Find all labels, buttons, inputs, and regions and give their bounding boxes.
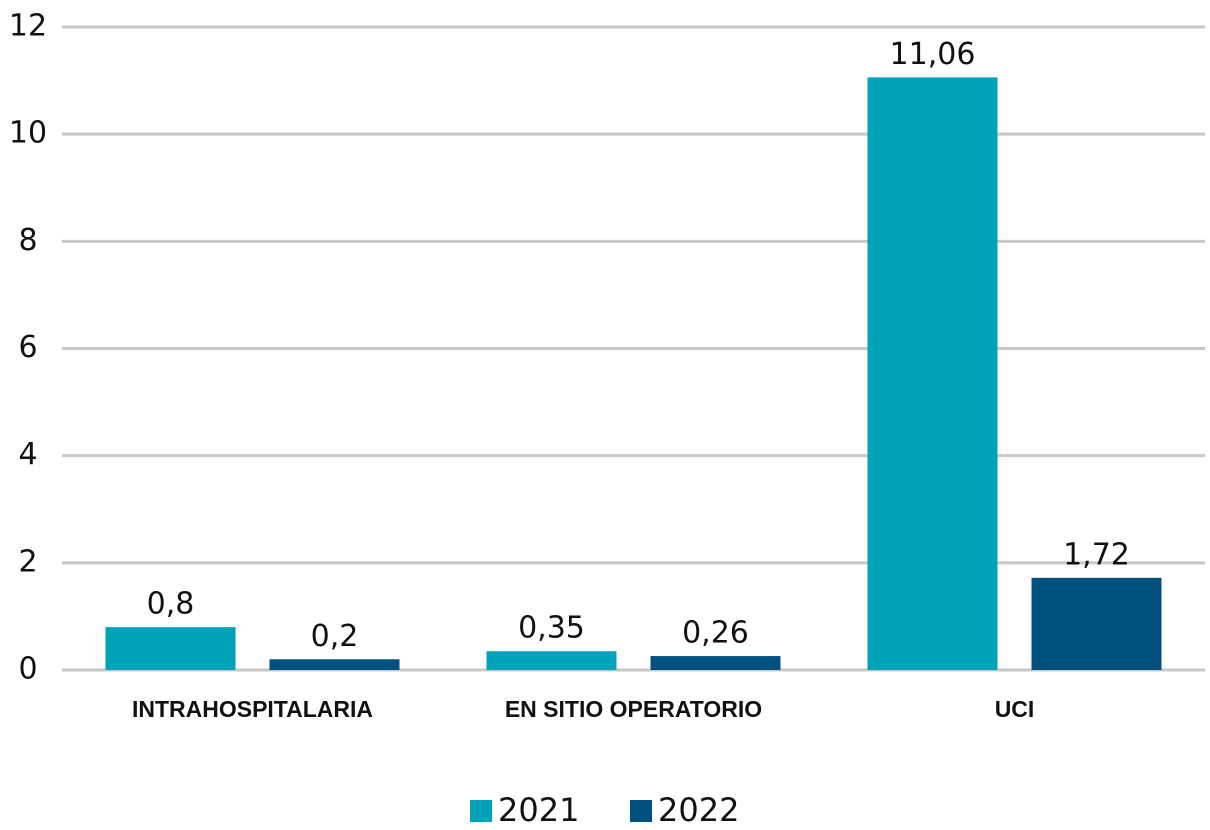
x-tick-label: EN SITIO OPERATORIO bbox=[505, 696, 762, 722]
data-label: 0,2 bbox=[311, 619, 359, 654]
bar bbox=[269, 659, 400, 670]
y-tick-label: 6 bbox=[18, 330, 37, 365]
legend-label: 2021 bbox=[498, 791, 579, 829]
y-tick-label: 2 bbox=[18, 544, 37, 579]
data-label: 0,35 bbox=[518, 611, 585, 646]
data-label: 11,06 bbox=[890, 37, 976, 72]
bar bbox=[105, 627, 236, 670]
x-tick-label: UCI bbox=[995, 696, 1035, 722]
y-tick-label: 10 bbox=[9, 116, 47, 151]
y-tick-label: 12 bbox=[9, 9, 47, 44]
bar bbox=[650, 656, 781, 670]
legend-swatch bbox=[630, 800, 652, 822]
y-tick-label: 4 bbox=[18, 437, 37, 472]
data-label: 0,26 bbox=[682, 616, 749, 651]
legend-label: 2022 bbox=[658, 791, 739, 829]
x-tick-label: INTRAHOSPITALARIA bbox=[132, 696, 373, 722]
y-tick-label: 0 bbox=[18, 652, 37, 687]
data-label: 0,8 bbox=[147, 587, 195, 622]
y-tick-label: 8 bbox=[18, 223, 37, 258]
legend-swatch bbox=[470, 800, 492, 822]
data-label: 1,72 bbox=[1063, 537, 1130, 572]
bar bbox=[1031, 577, 1162, 670]
bar bbox=[867, 77, 998, 670]
bar bbox=[486, 651, 617, 670]
